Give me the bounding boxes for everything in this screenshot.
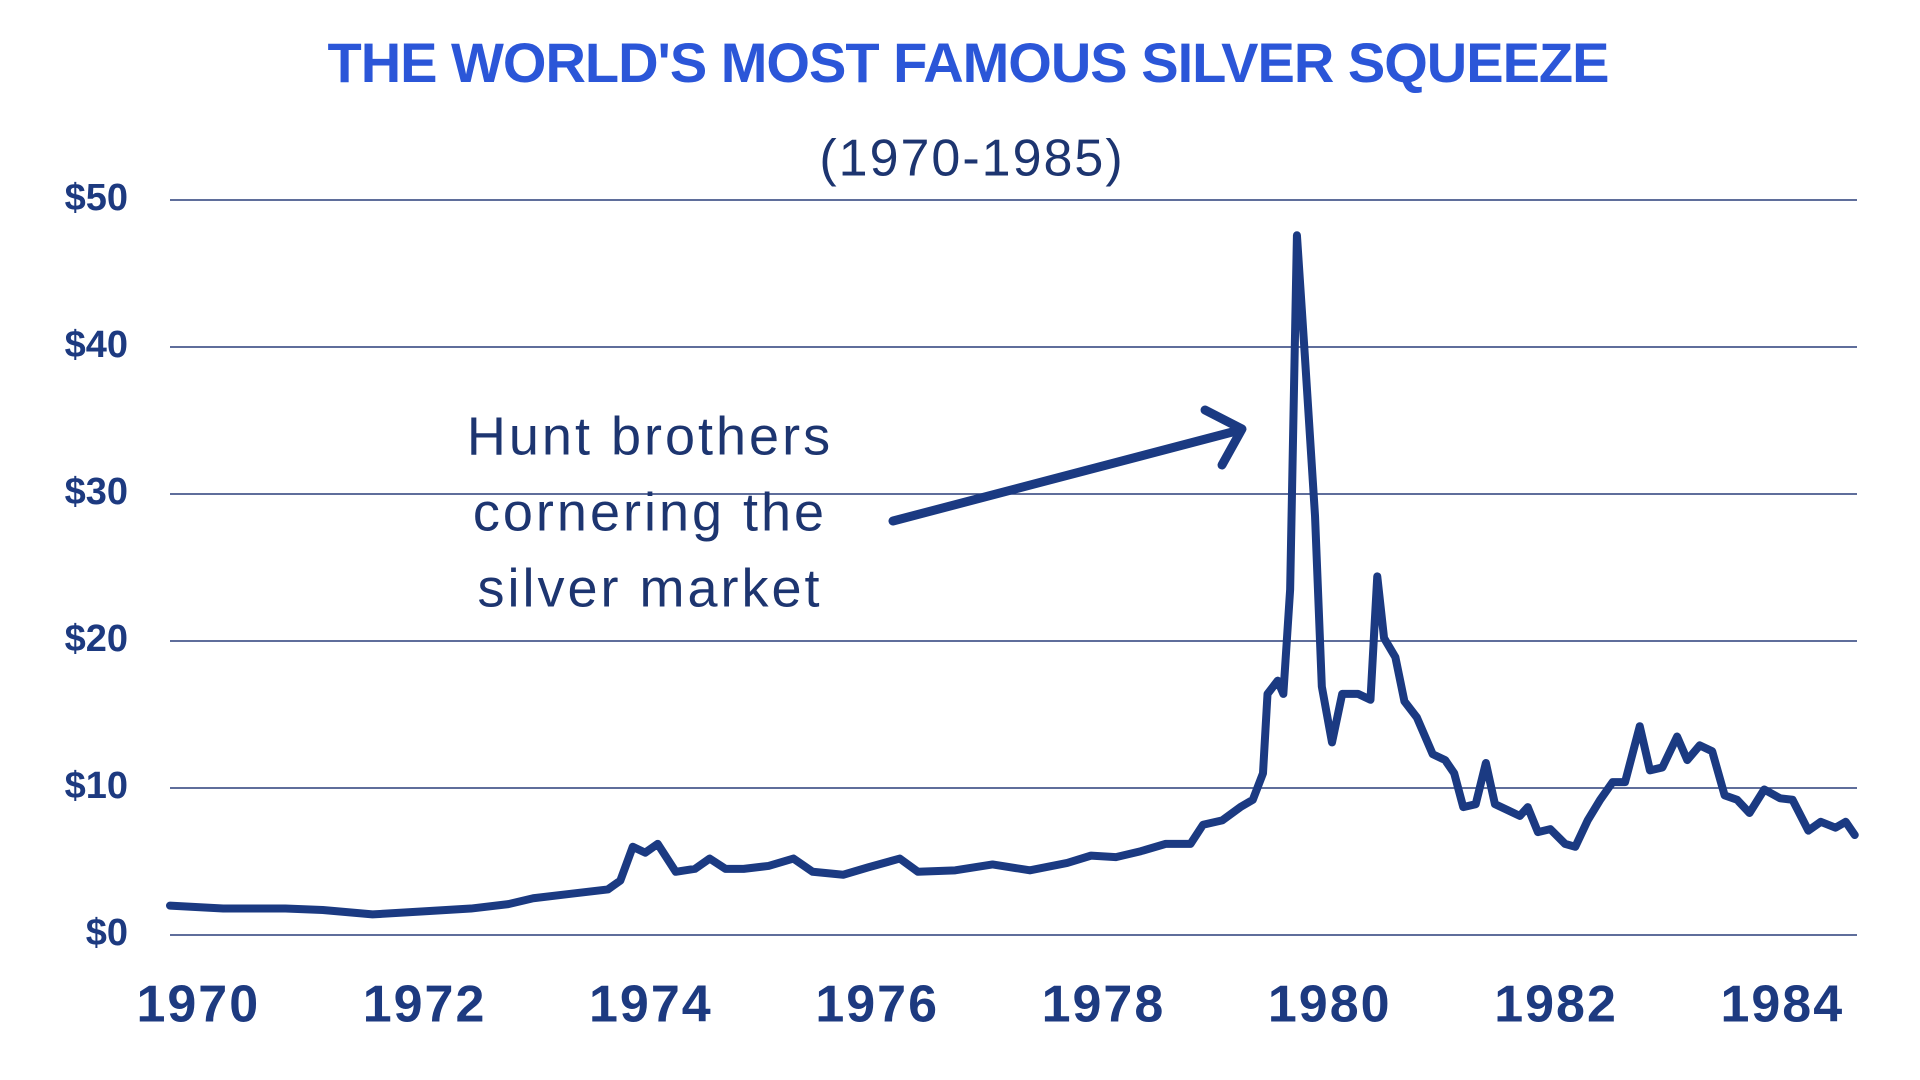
annotation-line: Hunt brothers (467, 406, 833, 466)
x-tick-label: 1978 (1042, 976, 1166, 1034)
x-tick-label: 1970 (136, 976, 260, 1034)
arrow-head (1200, 405, 1247, 470)
x-tick-label: 1982 (1494, 976, 1618, 1034)
chart-title: THE WORLD'S MOST FAMOUS SILVER SQUEEZE (327, 31, 1608, 94)
y-tick-label: $10 (65, 765, 128, 807)
annotation-line: cornering the (473, 482, 827, 542)
price-line (166, 231, 1859, 919)
annotation-line: silver market (477, 558, 822, 618)
x-tick-label: 1972 (363, 976, 487, 1034)
chart-subtitle: (1970-1985) (819, 130, 1124, 188)
x-tick-label: 1984 (1720, 976, 1844, 1034)
y-tick-label: $30 (65, 471, 128, 513)
x-tick-label: 1976 (815, 976, 939, 1034)
y-tick-label: $20 (65, 618, 128, 660)
y-tick-label: $0 (86, 912, 128, 954)
annotation-arrow (888, 425, 1245, 526)
x-tick-label: 1974 (589, 976, 713, 1034)
y-tick-label: $40 (65, 324, 128, 366)
annotation: Hunt brothers cornering the silver marke… (467, 405, 1247, 618)
x-tick-label: 1980 (1268, 976, 1392, 1034)
y-tick-label: $50 (65, 177, 128, 219)
